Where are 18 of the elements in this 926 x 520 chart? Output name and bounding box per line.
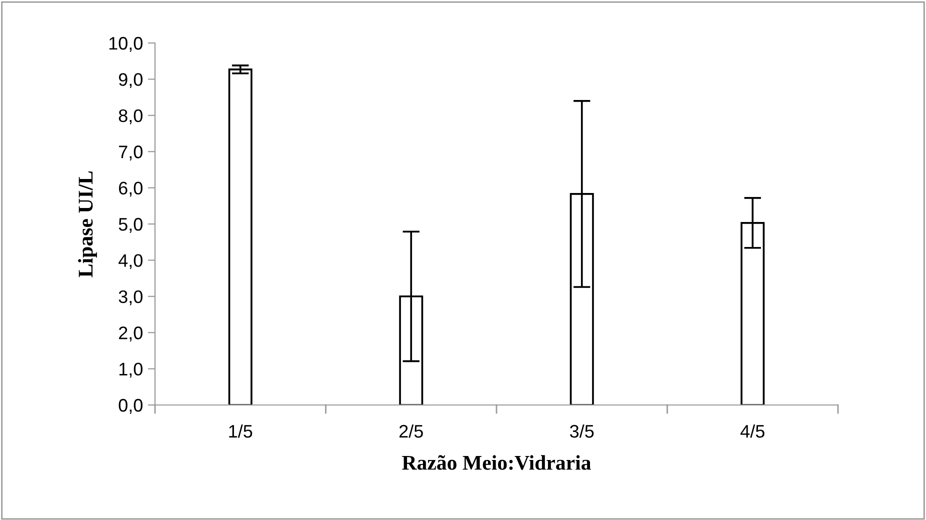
y-axis-title: Lipase UI/L [78, 171, 97, 278]
y-tick-label: 9,0 [118, 73, 142, 88]
y-tick-label: 5,0 [118, 218, 142, 233]
bar [228, 68, 252, 405]
y-tick-label: 8,0 [118, 109, 142, 124]
x-tick-label: 1/5 [229, 424, 252, 438]
y-tick-label: 10,0 [109, 36, 142, 52]
x-tick-label: 4/5 [740, 424, 764, 438]
y-tick-label: 7,0 [119, 146, 142, 160]
y-tick-label: 6,0 [119, 182, 142, 197]
y-tick-label: 2,0 [119, 326, 142, 342]
y-tick-label: 1,0 [119, 362, 142, 378]
y-tick-label: 4,0 [118, 254, 142, 270]
x-axis-title: Razão Meio:Vidraria [402, 455, 591, 470]
y-tick-label: 0,0 [118, 398, 142, 414]
x-tick-label: 3/5 [570, 424, 594, 438]
x-tick-label: 2/5 [399, 424, 423, 438]
y-tick-label: 3,0 [118, 290, 142, 306]
